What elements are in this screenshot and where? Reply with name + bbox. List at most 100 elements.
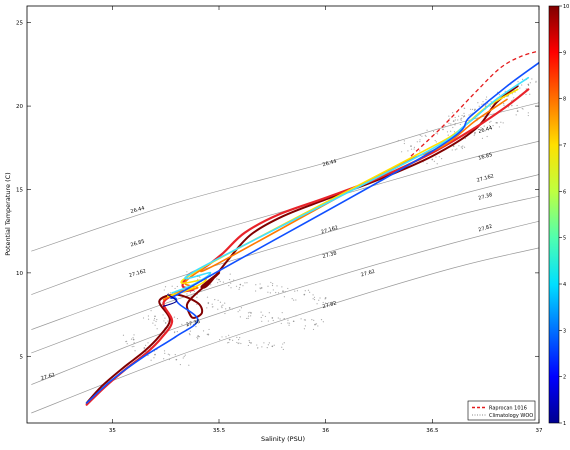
climatology-point: [181, 323, 183, 325]
climatology-point: [153, 319, 155, 321]
climatology-point: [163, 350, 166, 352]
climatology-point: [163, 320, 165, 322]
climatology-point: [432, 130, 435, 133]
climatology-point: [468, 114, 470, 116]
climatology-point: [324, 297, 327, 299]
climatology-point: [268, 312, 270, 314]
climatology-point: [447, 134, 449, 136]
climatology-point: [195, 326, 197, 328]
climatology-point: [210, 284, 212, 286]
climatology-point: [462, 116, 465, 118]
climatology-point: [275, 291, 277, 294]
climatology-point: [197, 336, 200, 338]
climatology-point: [293, 299, 295, 301]
profile-series-6: [162, 294, 177, 307]
climatology-point: [485, 96, 488, 98]
climatology-point: [277, 317, 279, 319]
climatology-point: [424, 134, 426, 136]
climatology-point: [500, 121, 502, 123]
climatology-point: [431, 158, 434, 161]
plot-background: [27, 6, 539, 423]
climatology-point: [276, 285, 278, 287]
climatology-point: [419, 134, 421, 136]
climatology-point: [288, 322, 291, 324]
profile-series-0: [85, 85, 519, 404]
climatology-point: [294, 290, 296, 292]
climatology-point: [133, 342, 135, 344]
climatology-point: [169, 292, 171, 294]
colorbar-tick-label: 3: [563, 328, 566, 334]
climatology-point: [503, 104, 505, 106]
climatology-point: [461, 147, 463, 150]
climatology-point: [193, 290, 195, 292]
isopycnal-label-13: 27.82: [478, 224, 493, 234]
climatology-point: [287, 322, 289, 324]
climatology-point: [239, 316, 241, 318]
climatology-point: [228, 307, 231, 309]
climatology-point: [510, 100, 513, 102]
climatology-point: [473, 109, 476, 112]
climatology-point: [502, 122, 504, 124]
climatology-point: [478, 105, 480, 107]
isopycnal-label-9: 27.38: [478, 192, 493, 202]
climatology-point: [515, 114, 517, 116]
climatology-point: [320, 319, 323, 321]
climatology-point: [182, 357, 184, 359]
climatology-point: [452, 126, 454, 129]
climatology-point: [255, 284, 257, 286]
x-tick-label: 35.5: [213, 428, 226, 434]
climatology-point: [238, 342, 240, 344]
colorbar-tick-label: 10: [563, 4, 569, 10]
climatology-point: [511, 93, 513, 95]
climatology-point: [498, 126, 500, 128]
climatology-point: [470, 113, 472, 115]
climatology-point: [189, 291, 192, 293]
colorbar-tick-label: 4: [563, 282, 566, 288]
climatology-point: [413, 148, 415, 150]
isopycnal-label-4: 16.85: [478, 152, 493, 162]
climatology-point: [407, 150, 409, 152]
climatology-point: [454, 122, 456, 125]
climatology-point: [189, 330, 191, 332]
climatology-point: [282, 343, 284, 345]
climatology-point: [207, 333, 209, 335]
climatology-point: [238, 288, 240, 290]
profile-series-2: [162, 98, 508, 301]
climatology-point: [198, 335, 200, 338]
climatology-point: [421, 135, 423, 137]
climatology-point: [304, 319, 307, 321]
climatology-point: [463, 146, 466, 148]
x-axis-ticks: 35 35.5 36 36.5 37: [109, 6, 543, 434]
climatology-point: [291, 297, 293, 300]
climatology-point: [434, 139, 436, 142]
climatology-point: [284, 290, 286, 293]
climatology-point: [144, 344, 147, 346]
climatology-point: [521, 78, 524, 80]
climatology-point: [196, 303, 198, 306]
climatology-point: [474, 131, 476, 134]
legend-box: Raprocan 1016 Climatology WOO: [467, 400, 536, 421]
colorbar: 1 2 3 4 5 6 7 8 9 10: [548, 4, 569, 427]
climatology-point: [167, 353, 169, 355]
climatology-point: [450, 123, 452, 125]
isopycnal-label-12: 27.82: [322, 300, 337, 310]
climatology-point: [295, 299, 297, 301]
climatology-point: [240, 342, 242, 345]
colorbar-tick-label: 6: [563, 189, 566, 195]
climatology-point: [462, 145, 464, 147]
climatology-point: [176, 317, 179, 320]
y-tick-label: 10: [16, 271, 23, 277]
climatology-point: [288, 324, 290, 326]
climatology-point: [164, 317, 166, 319]
climatology-point: [401, 151, 403, 153]
climatology-point: [489, 121, 491, 123]
climatology-point: [216, 278, 218, 280]
climatology-point: [255, 290, 257, 292]
climatology-point: [495, 121, 498, 124]
climatology-point: [441, 158, 443, 160]
climatology-point: [156, 328, 158, 330]
climatology-point: [214, 299, 216, 301]
climatology-point: [313, 296, 316, 298]
y-axis-ticks: 5 10 15 20 25: [16, 21, 539, 360]
